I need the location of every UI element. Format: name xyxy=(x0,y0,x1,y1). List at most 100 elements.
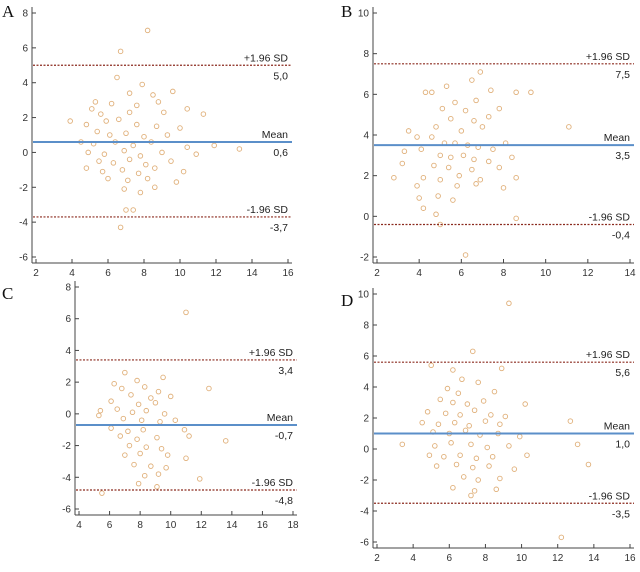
lower-line-value: -3,5 xyxy=(612,508,630,520)
data-point xyxy=(125,177,131,184)
data-point xyxy=(177,125,183,131)
y-tick-label: 8 xyxy=(363,49,369,60)
data-point xyxy=(458,128,465,134)
y-tick-label: -6 xyxy=(19,253,28,264)
data-point xyxy=(114,406,120,412)
data-point xyxy=(489,454,496,460)
data-point xyxy=(524,452,530,458)
data-point xyxy=(125,428,131,435)
x-tick-label: 14 xyxy=(624,268,636,279)
data-point xyxy=(108,398,114,404)
data-point xyxy=(450,197,456,203)
data-point xyxy=(114,74,120,81)
data-point xyxy=(159,149,165,156)
data-point xyxy=(498,365,505,372)
data-point xyxy=(439,105,446,112)
data-point xyxy=(197,476,203,482)
data-point xyxy=(144,27,151,34)
data-point xyxy=(155,471,162,477)
x-tick-label: 8 xyxy=(501,268,507,279)
data-point xyxy=(585,461,592,468)
data-point xyxy=(399,160,406,167)
data-point xyxy=(460,152,467,159)
data-point xyxy=(482,418,489,424)
data-point xyxy=(475,477,481,483)
data-point xyxy=(471,407,478,414)
data-point xyxy=(469,77,475,83)
x-tick-label: 8 xyxy=(137,520,143,531)
upper-line-value: 5,6 xyxy=(615,367,630,379)
data-point xyxy=(448,154,454,161)
data-point xyxy=(184,106,190,112)
panel-letter-a: A xyxy=(2,2,15,21)
data-point xyxy=(416,195,422,201)
lower-line-label: -1.96 SD xyxy=(252,477,294,489)
mean-line-label: Mean xyxy=(604,132,630,144)
data-point xyxy=(433,211,439,218)
data-point xyxy=(103,118,109,124)
data-point xyxy=(424,409,431,415)
data-point xyxy=(462,427,469,434)
upper-line-value: 3,4 xyxy=(278,365,293,377)
data-point xyxy=(143,407,150,414)
data-point xyxy=(422,89,429,96)
mean-line-value: 1,0 xyxy=(615,439,630,451)
upper-line-label: +1.96 SD xyxy=(586,349,630,361)
lower-line-label: -1.96 SD xyxy=(247,204,289,216)
data-point xyxy=(414,183,420,189)
y-tick-label: 4 xyxy=(65,346,71,357)
y-tick-label: 0 xyxy=(65,409,71,420)
x-tick-label: 6 xyxy=(105,268,111,279)
data-point xyxy=(85,149,91,156)
data-point xyxy=(522,401,528,407)
data-point xyxy=(140,426,146,433)
data-point xyxy=(155,388,162,395)
data-point xyxy=(473,97,479,104)
mean-line-label: Mean xyxy=(262,129,288,141)
data-point xyxy=(480,398,487,404)
data-point xyxy=(473,455,480,462)
data-point xyxy=(435,421,442,427)
data-point xyxy=(163,465,169,471)
data-point xyxy=(433,124,439,130)
x-tick-label: 10 xyxy=(174,268,186,279)
x-tick-label: 16 xyxy=(257,520,269,531)
x-tick-label: 4 xyxy=(69,268,75,279)
data-point xyxy=(509,154,515,161)
x-tick-label: 14 xyxy=(246,268,258,279)
data-point xyxy=(152,165,158,171)
data-point xyxy=(117,48,124,55)
data-point xyxy=(96,158,102,164)
data-point xyxy=(433,463,440,469)
data-point xyxy=(119,385,125,392)
x-tick-label: 6 xyxy=(459,268,465,279)
data-point xyxy=(141,384,148,390)
x-tick-label: 10 xyxy=(540,268,552,279)
panel-letter-c: C xyxy=(2,284,13,303)
data-point xyxy=(101,151,108,157)
data-point xyxy=(477,69,484,75)
chart-panel-a: -6 -4 -2 0 2 4 6 8 2 4 6 8 10 12 14 16 +1.96 SD 5,0 Mean 0,… xyxy=(19,7,294,279)
data-point xyxy=(126,109,133,116)
mean-line-value: 3,5 xyxy=(615,150,630,162)
data-point xyxy=(137,153,144,159)
y-tick-label: 4 xyxy=(22,78,28,89)
data-point xyxy=(186,433,192,439)
data-point xyxy=(172,417,179,423)
x-tick-label: 10 xyxy=(516,553,528,564)
x-tick-label: 6 xyxy=(447,553,453,564)
data-point xyxy=(513,89,519,96)
data-point xyxy=(470,464,476,471)
data-point xyxy=(152,400,159,406)
data-point xyxy=(462,252,469,258)
data-point xyxy=(122,369,128,376)
data-point xyxy=(170,88,176,95)
panel-letter-b: B xyxy=(341,2,352,21)
data-point xyxy=(469,166,475,173)
data-point xyxy=(450,485,456,491)
y-tick-label: 0 xyxy=(363,445,369,456)
y-tick-label: 0 xyxy=(363,212,369,223)
data-point xyxy=(435,193,441,199)
y-tick-label: 6 xyxy=(363,90,369,101)
data-point xyxy=(160,374,166,381)
